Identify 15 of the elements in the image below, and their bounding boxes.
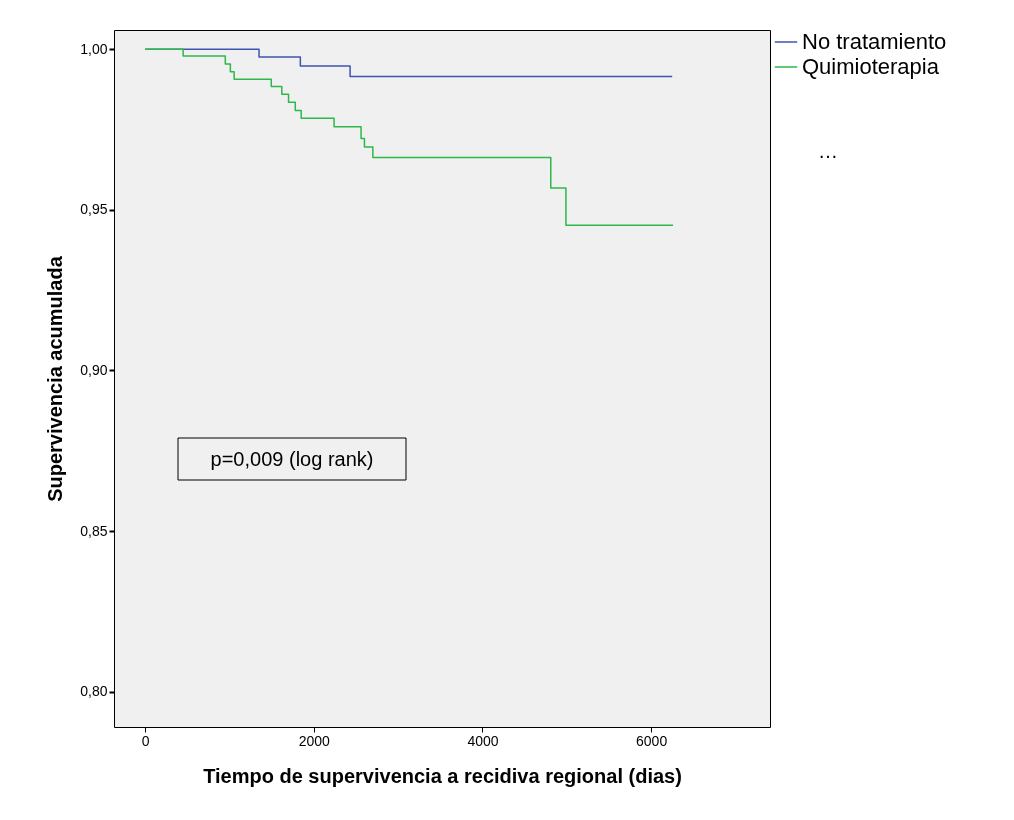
annotation: p=0,009 (log rank) bbox=[210, 448, 374, 470]
y-tick-label: 0,95 bbox=[80, 201, 108, 218]
text: … bbox=[818, 140, 838, 162]
legend-label: No tratamiento bbox=[802, 29, 947, 54]
y-axis-title: Supervivencia acumulada bbox=[44, 255, 67, 502]
legend-label: Quimioterapia bbox=[802, 54, 940, 79]
x-tick-label: 0 bbox=[141, 732, 150, 749]
y-tick-label: 0,90 bbox=[80, 361, 108, 378]
y-tick-label: 0,85 bbox=[80, 522, 108, 539]
x-axis-title: Tiempo de supervivencia a recidiva regional (dias) bbox=[203, 764, 682, 787]
x-tick-label: 6000 bbox=[636, 732, 668, 749]
y-tick-label: 1,00 bbox=[80, 40, 108, 57]
y-tick-label: 0,80 bbox=[80, 683, 108, 700]
x-tick-label: 4000 bbox=[467, 732, 499, 749]
x-tick-label: 2000 bbox=[298, 732, 331, 749]
